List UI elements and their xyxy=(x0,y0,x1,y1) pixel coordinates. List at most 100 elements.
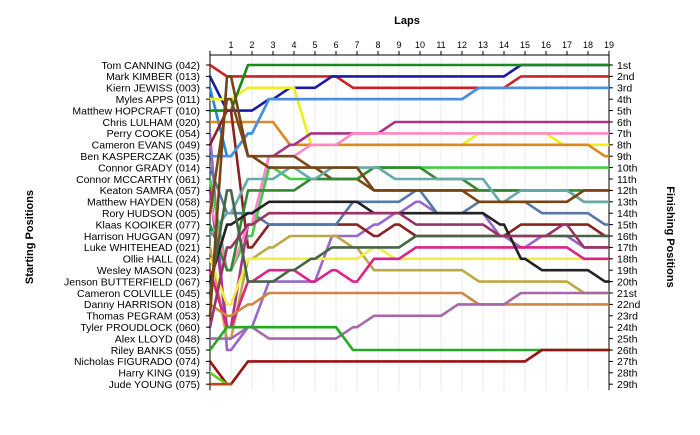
starting-position-labels: Tom CANNING (042)Mark KIMBER (013)Kiern … xyxy=(64,60,210,391)
finish-label: 13th xyxy=(617,197,638,209)
finish-label: 24th xyxy=(617,322,638,334)
x-axis-title: Laps xyxy=(394,15,420,27)
x-tick-label: 11 xyxy=(436,40,445,50)
driver-label: Chris LULHAM (020) xyxy=(103,117,200,129)
driver-label: Connor GRADY (014) xyxy=(98,162,200,174)
driver-label: Wesley MASON (023) xyxy=(97,265,200,277)
driver-label: Klaas KOOIKER (077) xyxy=(96,219,200,231)
finishing-positions-axis-title: Finishing Positions xyxy=(664,186,676,287)
x-tick-label: 4 xyxy=(291,40,296,50)
driver-label: Matthew HOPCRAFT (010) xyxy=(72,105,200,117)
x-tick-label: 6 xyxy=(333,40,338,50)
finish-label: 27th xyxy=(617,356,638,368)
driver-label: Harrison HUGGAN (097) xyxy=(84,231,200,243)
x-tick-label: 16 xyxy=(541,40,551,50)
driver-label: Kiern JEWISS (003) xyxy=(106,83,200,95)
x-tick-label: 18 xyxy=(583,40,593,50)
series-line xyxy=(208,291,611,340)
finish-label: 22nd xyxy=(617,299,641,311)
finish-label: 14th xyxy=(617,208,638,220)
finishing-position-labels: 1st2nd3rd4th5th6th7th8th9th10th11th12th1… xyxy=(609,60,641,391)
x-tick-label: 1 xyxy=(228,40,233,50)
finish-label: 8th xyxy=(617,140,632,152)
series-line xyxy=(208,166,611,238)
x-tick-label: 12 xyxy=(457,40,467,50)
x-tick-label: 13 xyxy=(478,40,488,50)
x-tick-label: 3 xyxy=(270,40,275,50)
series-line xyxy=(208,63,611,90)
driver-label: Riley BANKS (055) xyxy=(111,345,200,357)
finish-label: 5th xyxy=(617,105,632,117)
driver-label: Jude YOUNG (075) xyxy=(109,379,200,391)
driver-label: Alex LLOYD (048) xyxy=(115,333,200,345)
series-line xyxy=(208,120,611,329)
driver-label: Connor MCCARTHY (061) xyxy=(76,174,200,186)
finish-label: 29th xyxy=(617,379,638,391)
finish-label: 25th xyxy=(617,333,638,345)
finish-label: 10th xyxy=(617,162,638,174)
series-line xyxy=(208,246,611,329)
driver-label: Matthew HAYDEN (058) xyxy=(87,197,200,209)
x-tick-label: 5 xyxy=(312,40,317,50)
driver-label: Keaton SAMRA (057) xyxy=(100,185,200,197)
series-line xyxy=(208,86,611,158)
finish-label: 15th xyxy=(617,219,638,231)
finish-label: 6th xyxy=(617,117,632,129)
x-tick-label: 17 xyxy=(562,40,572,50)
series-line xyxy=(208,86,611,147)
driver-label: Perry COOKE (054) xyxy=(107,128,200,140)
x-tick-label: 14 xyxy=(499,40,509,50)
series-line xyxy=(208,75,611,318)
series-line xyxy=(208,291,611,318)
finish-label: 7th xyxy=(617,128,632,140)
x-tick-label: 9 xyxy=(396,40,401,50)
series-line xyxy=(208,234,611,340)
driver-label: Ben KASPERCZAK (035) xyxy=(80,151,200,163)
finish-label: 16th xyxy=(617,231,638,243)
driver-label: Mark KIMBER (013) xyxy=(106,71,200,83)
driver-label: Cameron EVANS (049) xyxy=(92,140,200,152)
finish-label: 17th xyxy=(617,242,638,254)
series-line xyxy=(208,246,611,306)
driver-label: Nicholas FIGURADO (074) xyxy=(74,356,200,368)
starting-positions-axis-title: Starting Positions xyxy=(24,190,36,284)
x-tick-label: 15 xyxy=(520,40,530,50)
driver-label: Ollie HALL (024) xyxy=(123,254,200,266)
finish-label: 1st xyxy=(617,60,631,72)
finish-label: 12th xyxy=(617,185,638,197)
finish-label: 28th xyxy=(617,368,638,380)
finish-label: 18th xyxy=(617,254,638,266)
finish-label: 3rd xyxy=(617,83,632,95)
finish-label: 20th xyxy=(617,276,638,288)
x-tick-label: 7 xyxy=(354,40,359,50)
x-tick-label: 19 xyxy=(604,40,614,50)
series-line xyxy=(208,348,611,386)
driver-label: Tyler PROUDLOCK (060) xyxy=(80,322,200,334)
driver-label: Rory HUDSON (005) xyxy=(102,208,200,220)
finish-label: 9th xyxy=(617,151,632,163)
driver-label: Thomas PEGRAM (053) xyxy=(86,311,200,323)
x-tick-label: 10 xyxy=(415,40,425,50)
x-tick-label: 8 xyxy=(375,40,380,50)
finish-label: 21st xyxy=(617,288,637,300)
series-line xyxy=(208,120,611,158)
driver-label: Luke WHITEHEAD (021) xyxy=(84,242,200,254)
series-lines xyxy=(208,63,611,386)
driver-label: Tom CANNING (042) xyxy=(101,60,200,72)
finish-label: 4th xyxy=(617,94,632,106)
finish-label: 26th xyxy=(617,345,638,357)
x-tick-label: 2 xyxy=(249,40,254,50)
driver-label: Harry KING (019) xyxy=(118,368,200,380)
series-line xyxy=(208,166,611,226)
finish-label: 11th xyxy=(617,174,637,186)
series-line xyxy=(208,200,611,283)
driver-label: Myles APPS (011) xyxy=(116,94,200,106)
finish-label: 23rd xyxy=(617,311,638,323)
series-line xyxy=(208,211,611,329)
finish-label: 2nd xyxy=(617,71,635,83)
finish-label: 19th xyxy=(617,265,638,277)
driver-label: Danny HARRISON (018) xyxy=(84,299,200,311)
series-line xyxy=(208,63,611,112)
driver-label: Cameron COLVILLE (045) xyxy=(77,288,200,300)
